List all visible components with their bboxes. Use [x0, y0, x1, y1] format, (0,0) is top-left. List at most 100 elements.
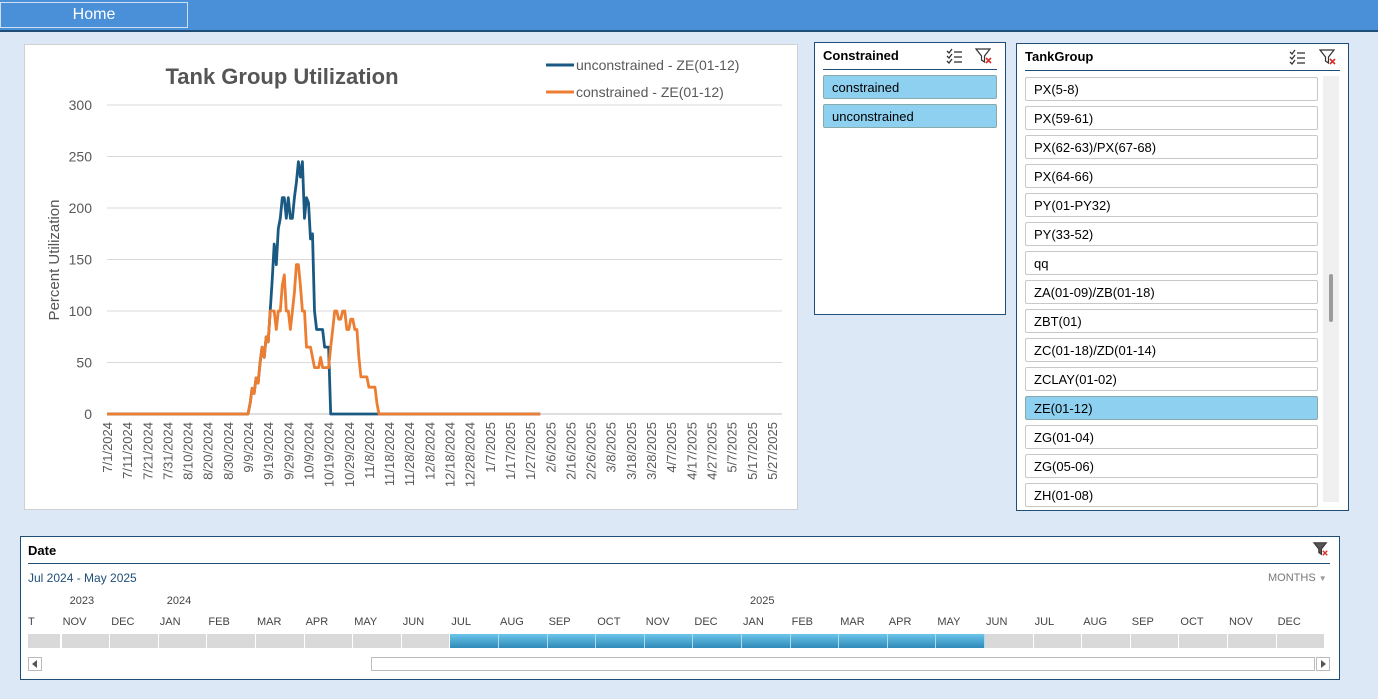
timeline-month-label: JUN: [986, 616, 1008, 628]
timeline-month-cell[interactable]: [644, 634, 694, 648]
tankgroup-scrollbar[interactable]: [1323, 76, 1339, 502]
slicer-item[interactable]: PX(64-66): [1025, 164, 1318, 188]
date-timeline-slicer[interactable]: Date Jul 2024 - May 2025 MONTHS ▼ T NOV DE…: [20, 536, 1340, 680]
timeline-month-cell[interactable]: [61, 634, 111, 648]
scroll-left-icon[interactable]: [28, 657, 42, 671]
tankgroup-slicer[interactable]: TankGroup PX(5-8) PX(59-61) PX(62-63)/PX(6…: [1016, 43, 1349, 511]
timeline-month-cell[interactable]: [28, 634, 61, 648]
slicer-item[interactable]: ZBT(01): [1025, 309, 1318, 333]
timeline-month-cell[interactable]: [304, 634, 354, 648]
timeline-month-cell[interactable]: [207, 634, 256, 648]
x-tick-label: 5/17/2025: [745, 422, 760, 480]
x-tick-label: 11/18/2024: [382, 422, 397, 486]
x-tick-label: 2/26/2025: [584, 422, 599, 480]
x-tick-label: 10/29/2024: [342, 422, 357, 487]
legend-entry: constrained - ZE(01-12): [576, 84, 724, 100]
timeline-month-cell[interactable]: [887, 634, 937, 648]
timeline-month-cell[interactable]: [985, 634, 1034, 648]
timeline-month-cell[interactable]: [596, 634, 645, 648]
timeline-month-label: DEC: [111, 616, 135, 628]
x-tick-label: 7/1/2024: [100, 422, 115, 473]
time-level-dropdown[interactable]: MONTHS ▼: [1268, 572, 1327, 584]
timeline-month-cell[interactable]: [256, 634, 305, 648]
x-tick-label: 11/8/2024: [362, 422, 377, 479]
x-tick-label: 9/19/2024: [261, 422, 276, 480]
timeline-year-label: 2024: [166, 595, 192, 607]
x-tick-label: 10/9/2024: [301, 422, 316, 480]
timeline-month-cell[interactable]: [353, 634, 402, 648]
timeline-month-label: JUL: [1034, 616, 1055, 628]
slicer-item[interactable]: ZC(01-18)/ZD(01-14): [1025, 338, 1318, 362]
ribbon-bar: Home: [0, 0, 1378, 32]
timeline-month-cell[interactable]: [158, 634, 208, 648]
timeline-month-cell[interactable]: [1228, 634, 1277, 648]
timeline-month-cell[interactable]: [790, 634, 840, 648]
slicer-item[interactable]: ZCLAY(01-02): [1025, 367, 1318, 391]
timeline-month-label: DEC: [1277, 616, 1301, 628]
timeline-month-label: JAN: [743, 616, 764, 628]
timeline-month-cell[interactable]: [693, 634, 742, 648]
timeline-month-cell[interactable]: [1276, 634, 1326, 648]
home-button[interactable]: Home: [0, 2, 188, 28]
y-tick-label: 150: [69, 252, 93, 268]
x-tick-label: 5/7/2025: [725, 422, 740, 473]
constrained-slicer[interactable]: Constrained constrained unconstrained: [814, 42, 1006, 315]
slicer-item[interactable]: unconstrained: [823, 104, 997, 128]
timeline-month-label: MAY: [937, 616, 961, 628]
timeline-month-cell[interactable]: [1082, 634, 1131, 648]
slicer-item[interactable]: ZE(01-12): [1025, 396, 1318, 420]
timeline-month-label: APR: [888, 616, 912, 628]
slicer-divider: [1025, 70, 1340, 71]
slicer-item[interactable]: ZG(05-06): [1025, 454, 1318, 478]
clear-filter-icon[interactable]: [1313, 541, 1329, 557]
timeline-month-label: NOV: [1229, 616, 1253, 628]
tankgroup-slicer-title: TankGroup: [1025, 49, 1094, 64]
timeline-month-cell[interactable]: [742, 634, 791, 648]
timeline-month-cell[interactable]: [1033, 634, 1083, 648]
timeline-month-cell[interactable]: [499, 634, 548, 648]
chart-title: Tank Group Utilization: [165, 64, 398, 89]
scroll-right-icon[interactable]: [1316, 657, 1330, 671]
series-line-constrained[interactable]: [107, 263, 541, 416]
timeline-month-cell[interactable]: [110, 634, 159, 648]
x-tick-label: 3/8/2025: [604, 422, 619, 473]
timeline-month-cell[interactable]: [1130, 634, 1180, 648]
chart-panel[interactable]: Tank Group Utilization Percent Utilizati…: [24, 44, 798, 510]
x-tick-label: 7/11/2024: [120, 422, 135, 479]
timeline-scroll-thumb[interactable]: [371, 657, 1315, 671]
timeline-month-cell[interactable]: [839, 634, 888, 648]
timeline-month-cell[interactable]: [401, 634, 451, 648]
y-axis-label: Percent Utilization: [46, 200, 63, 321]
x-tick-label: 8/10/2024: [181, 422, 196, 480]
clear-filter-icon[interactable]: [975, 47, 993, 65]
scrollbar-thumb[interactable]: [1329, 274, 1333, 322]
timeline-month-cell[interactable]: [547, 634, 597, 648]
multiselect-icon[interactable]: [945, 47, 963, 65]
timeline-month-label: T: [28, 616, 35, 628]
slicer-item[interactable]: ZH(01-08): [1025, 483, 1318, 507]
slicer-item[interactable]: ZG(01-04): [1025, 425, 1318, 449]
time-level-label: MONTHS: [1268, 572, 1316, 584]
timeline-month-cell[interactable]: [936, 634, 985, 648]
multiselect-icon[interactable]: [1288, 48, 1306, 66]
timeline-month-label: AUG: [1083, 616, 1108, 628]
timeline-month-cell[interactable]: [1179, 634, 1228, 648]
timeline-month-cell[interactable]: [450, 634, 499, 648]
slicer-item[interactable]: PX(62-63)/PX(67-68): [1025, 135, 1318, 159]
slicer-item[interactable]: PX(59-61): [1025, 106, 1318, 130]
timeline-month-label: OCT: [597, 616, 621, 628]
timeline-month-label: SEP: [1131, 616, 1154, 628]
slicer-item[interactable]: PY(33-52): [1025, 222, 1318, 246]
date-range-label: Jul 2024 - May 2025: [28, 571, 137, 585]
y-tick-label: 250: [69, 149, 93, 165]
clear-filter-icon[interactable]: [1319, 48, 1337, 66]
slicer-item[interactable]: PX(5-8): [1025, 77, 1318, 101]
timeline-month-label: FEB: [208, 616, 230, 628]
slicer-item[interactable]: ZA(01-09)/ZB(01-18): [1025, 280, 1318, 304]
timeline-month-label: JAN: [159, 616, 181, 628]
series-line-unconstrained[interactable]: [107, 160, 541, 416]
slicer-item[interactable]: qq: [1025, 251, 1318, 275]
slicer-item[interactable]: PY(01-PY32): [1025, 193, 1318, 217]
timeline-month-label: JUL: [451, 616, 471, 628]
slicer-item[interactable]: constrained: [823, 75, 997, 99]
